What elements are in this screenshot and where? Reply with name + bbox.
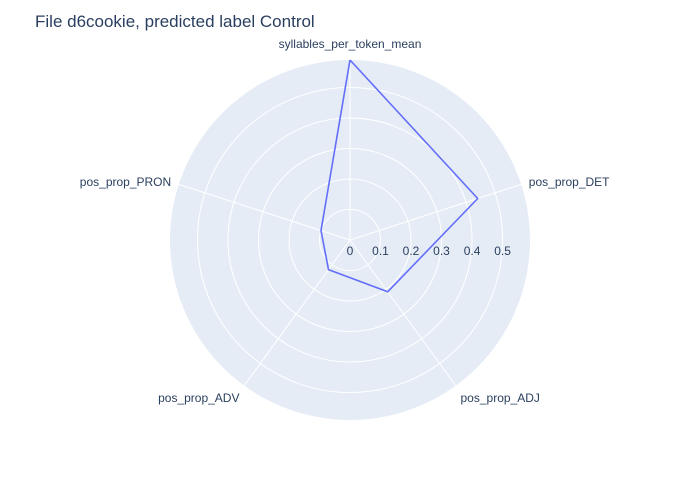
- spoke-1: [349, 183, 522, 241]
- radial-tick-label: 0.4: [464, 244, 481, 258]
- angular-grid: [178, 60, 522, 386]
- series-line-0: [320, 59, 479, 293]
- radial-tick-label: 0.5: [494, 244, 511, 258]
- radial-tick-label: 0: [347, 244, 354, 258]
- category-label-3: pos_prop_ADV: [158, 391, 239, 405]
- category-labels: syllables_per_token_mean pos_prop_DET pos_…: [80, 37, 610, 405]
- spoke-2: [349, 239, 457, 386]
- category-label-2: pos_prop_ADJ: [461, 391, 540, 405]
- radial-tick-label: 0.1: [372, 244, 389, 258]
- chart-title: File d6cookie, predicted label Control: [35, 12, 315, 31]
- category-label-4: pos_prop_PRON: [80, 175, 171, 189]
- spoke-3: [243, 239, 351, 386]
- radial-tick-label: 0.2: [403, 244, 420, 258]
- radial-tick-labels: 0 0.1 0.2 0.3 0.4 0.5: [347, 244, 512, 258]
- radial-tick-label: 0.3: [433, 244, 450, 258]
- series-layer: [320, 59, 479, 293]
- category-label-1: pos_prop_DET: [529, 175, 610, 189]
- category-label-0: syllables_per_token_mean: [279, 37, 422, 51]
